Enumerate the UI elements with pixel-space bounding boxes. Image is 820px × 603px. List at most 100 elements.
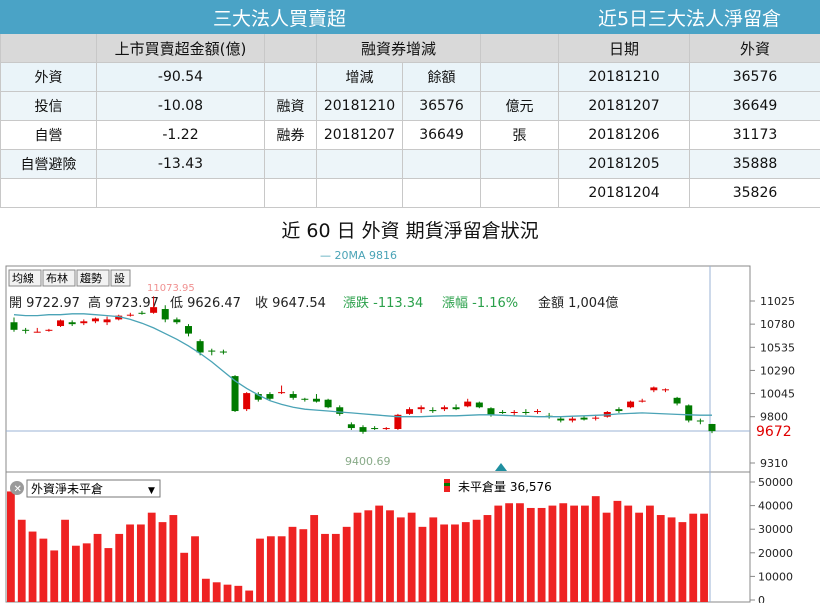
volume-bar (17, 519, 26, 602)
candle-body (592, 417, 600, 419)
candle-body (661, 389, 669, 391)
volume-bar (613, 500, 622, 602)
candle-body (57, 320, 65, 327)
volume-bar (234, 585, 243, 602)
ohlc-info-text: 收 9647.54 (255, 296, 326, 311)
volume-bar (440, 524, 449, 602)
volume-bar (689, 513, 698, 602)
value-cell: 35826 (689, 178, 820, 208)
chart-tool-button[interactable] (8, 269, 42, 287)
candle-body (510, 411, 518, 413)
volume-bar (212, 582, 221, 602)
chart-tool-button[interactable] (42, 269, 76, 287)
volume-bar (169, 515, 178, 602)
volume-bar (223, 584, 232, 602)
ma-legend-label: 20MA 9816 (334, 249, 398, 262)
ohlc-info-text: 高 9723.97 (88, 295, 159, 311)
candle-body (394, 414, 402, 429)
volume-bar (483, 515, 492, 602)
volume-bar (526, 507, 535, 602)
row-name: 自營 (0, 120, 97, 150)
volume-bar (581, 505, 589, 602)
volume-tick-label: 0 (758, 594, 765, 603)
candle-body (278, 392, 286, 394)
volume-bar (147, 512, 156, 602)
ohlc-info-text: 漲幅 -1.16% (442, 296, 518, 311)
volume-bar (321, 533, 329, 602)
date-cell: 20181210 (558, 62, 690, 92)
candle-body (475, 402, 483, 408)
unit-cell: 億元 (479, 91, 560, 121)
candle-body (150, 307, 158, 313)
chart-tool-button-label: 布林 (46, 271, 68, 285)
price-tick-label: 9800 (760, 411, 788, 424)
candle-body (289, 394, 297, 398)
price-tick-label: 10780 (760, 318, 795, 331)
chart-tool-button-label: 均線 (12, 271, 34, 285)
marker-triangle-icon (495, 463, 507, 471)
volume-bar (331, 533, 340, 602)
candle-body (33, 331, 41, 333)
volume-bar (667, 517, 676, 602)
volume-bar (548, 505, 557, 602)
volume-bar (678, 522, 687, 602)
col-date-header: 日期 (558, 33, 690, 63)
candle-body (126, 314, 134, 316)
volume-bar (559, 503, 568, 602)
candle-body (301, 398, 309, 400)
candle-body (103, 319, 111, 323)
candle-body (254, 394, 262, 400)
chevron-down-icon: ▼ (148, 486, 155, 496)
close-icon[interactable] (10, 481, 24, 495)
volume-bar (310, 515, 319, 602)
volume-bar (353, 512, 362, 602)
volume-bar (364, 510, 373, 602)
candle-body (557, 418, 565, 421)
table-title: 三大法人買賣超 (0, 0, 560, 34)
price-tick-label: 10045 (760, 388, 795, 401)
date-cell: 20181204 (558, 178, 690, 208)
candle-body (231, 376, 239, 412)
price-tick-label: 10290 (760, 364, 795, 377)
row-name: 自營避險 (0, 149, 97, 179)
volume-bar (537, 507, 546, 602)
chart-tool-button-label: 趨勢 (80, 271, 102, 285)
ohlc-info-text: 低 9626.47 (170, 296, 241, 311)
candle-body (359, 427, 367, 432)
last-price-label: 9672 (756, 424, 792, 440)
volume-bar (342, 526, 351, 602)
col-foreign-header: 外資 (689, 33, 820, 63)
candle-body (347, 424, 355, 429)
series-dropdown[interactable] (26, 479, 161, 498)
chart-tool-button[interactable] (76, 269, 110, 287)
volume-bar (104, 548, 113, 602)
volume-bar (245, 590, 254, 602)
candle-body (638, 400, 646, 402)
chart-tool-button[interactable] (110, 269, 131, 287)
volume-bar (516, 503, 524, 602)
volume-bar (505, 503, 514, 602)
volume-bar (396, 517, 405, 602)
amount-cell: -90.54 (96, 62, 265, 92)
candle-body (45, 329, 53, 331)
volume-bar (656, 515, 665, 602)
volume-bar (418, 526, 427, 602)
volume-bar (386, 510, 394, 602)
candle-body (650, 387, 658, 391)
volume-bar (591, 496, 600, 602)
candle-body (499, 411, 507, 413)
type-cell: 融資 (264, 91, 317, 121)
balance-cell: 36576 (402, 91, 481, 121)
candle-body (80, 321, 88, 324)
volume-bar (375, 505, 384, 602)
volume-tick-label: 10000 (758, 570, 793, 583)
price-tick-label: 11025 (760, 295, 795, 308)
candle-body (243, 393, 251, 410)
net-position-table: 近5日三大法人淨留倉 日期 外資 20181210 36576 20181207 36… (558, 0, 820, 208)
volume-bar (126, 524, 134, 602)
volume-bar (71, 545, 80, 602)
value-cell: 31173 (689, 120, 820, 150)
volume-bar (115, 533, 124, 602)
volume-bar (180, 552, 189, 602)
candle-body (615, 409, 623, 412)
